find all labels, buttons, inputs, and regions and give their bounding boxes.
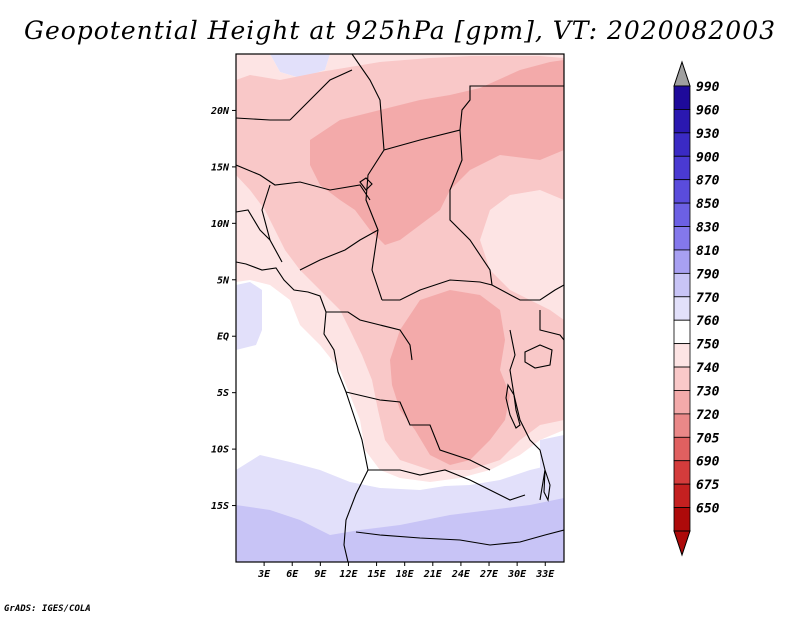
colorbar-top-triangle [673,60,691,87]
colorbar-label: 720 [696,408,720,423]
colorbar-label: 930 [696,127,720,142]
field-730-congo [390,290,510,465]
lat-tick-label: 10S [211,445,229,456]
lat-tick-label: 15S [211,501,229,512]
colorbar-label: 900 [696,150,720,165]
border-segment [355,529,564,546]
border-segment [539,310,564,341]
lon-tick-label: 27E [479,569,499,580]
field-770-north [270,54,330,78]
lon-tick-label: 33E [535,569,555,580]
colorbar-label: 870 [696,174,720,189]
lake-victoria [524,344,553,369]
field-790-south [236,498,564,562]
colorbar-label: 730 [696,384,720,399]
colorbar-swatch [673,85,691,110]
colorbar-swatch [673,202,691,227]
field-770-east [540,435,564,470]
lat-tick-label: 5N [217,275,230,286]
colorbar-swatch [673,319,691,345]
colorbar-swatch [673,483,691,508]
colorbar-swatch [673,390,691,415]
lon-tick-label: 15E [368,569,387,580]
lat-tick-label: 20N [210,106,230,117]
colorbar-label: 690 [696,455,720,470]
colorbar-swatch [673,296,691,321]
border-segment [236,209,271,241]
colorbar-swatch [673,343,691,368]
credit-text: GrADS: IGES/COLA [4,604,91,614]
border-segment [351,54,385,301]
latitude-axis: 20N 15N 10N 5N EQ 5S 10S 15S [210,106,236,512]
lake-malawi [543,469,551,502]
colorbar-label: 790 [696,267,720,282]
colorbar-swatch [673,460,691,485]
border-segment [299,229,379,271]
colorbar-swatch [673,179,691,204]
border-segment [236,117,290,121]
colorbar-label: 740 [696,361,720,376]
colorbar-swatch [673,155,691,181]
colorbar-swatch [673,249,691,274]
lon-tick-label: 21E [423,569,443,580]
plot-frame [235,53,565,563]
colorbar-label: 650 [696,502,720,517]
field-770-west [236,282,262,350]
lon-tick-label: 9E [314,569,327,580]
colorbar: 990 960 930 900 870 850 830 810 790 770 760 750 740 7… [673,60,720,557]
colorbar-label: 960 [696,103,720,118]
border-segment [368,469,526,501]
border-segment [261,184,283,263]
chart-title: Geopotential Height at 925hPa [gpm], VT:… [23,16,777,45]
lon-tick-label: 18E [396,569,415,580]
lat-tick-label: 5S [217,388,229,399]
lake-chad [359,177,373,191]
lon-tick-label: 3E [257,569,271,580]
colorbar-label: 750 [696,338,720,353]
border-segment [236,164,371,201]
colorbar-swatch [673,507,691,532]
country-borders [236,54,564,562]
lake-tanganyika [505,383,521,429]
lon-tick-label: 24E [451,569,471,580]
lat-tick-label: 15N [211,162,230,173]
colorbar-label: 760 [696,314,720,329]
coastline [236,261,369,562]
colorbar-label: 705 [696,431,720,446]
lon-tick-label: 30E [507,569,527,580]
colorbar-swatch [673,132,691,157]
border-segment [345,391,491,471]
colorbar-swatch [673,226,691,251]
border-segment [382,279,564,301]
border-segment [449,129,493,286]
border-segment [326,311,413,361]
field-730-north [310,60,564,245]
colorbar-label: 770 [696,291,720,306]
colorbar-label: 850 [696,197,720,212]
colorbar-label: 810 [696,244,720,259]
lat-tick-label: 10N [211,219,230,230]
lat-tick-label: EQ [217,332,229,343]
colorbar-bottom-triangle [673,530,691,557]
colorbar-swatch [673,436,691,462]
colorbar-label: 990 [696,80,720,95]
longitude-axis: 3E 6E 9E 12E 15E 18E 21E 24E 27E 30E 33E [257,562,555,580]
lon-tick-label: 6E [286,569,299,580]
colorbar-swatch [673,109,691,134]
colorbar-swatch [673,413,691,438]
colorbar-label: 830 [696,221,720,236]
border-segment [509,329,546,501]
height-field [236,54,564,562]
border-segment [289,69,353,121]
colorbar-label: 675 [696,478,720,493]
colorbar-swatch [673,272,691,298]
colorbar-swatch [673,366,691,391]
lon-tick-label: 12E [339,569,358,580]
border-segment [383,85,564,151]
